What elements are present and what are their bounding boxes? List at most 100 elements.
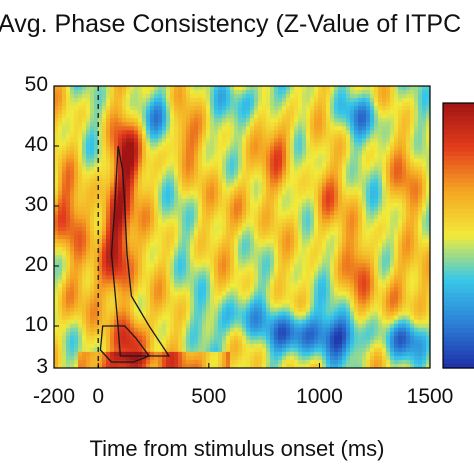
- heatmap-cell: [82, 227, 87, 232]
- heatmap-cell: [102, 146, 107, 152]
- heatmap-cell: [382, 287, 387, 293]
- heatmap-cell: [150, 235, 155, 240]
- heatmap-cell: [262, 178, 267, 184]
- heatmap-cell: [382, 110, 387, 115]
- heatmap-cell: [262, 267, 267, 272]
- heatmap-cell: [422, 255, 427, 260]
- heatmap-cell: [266, 259, 271, 264]
- heatmap-cell: [186, 279, 191, 284]
- heatmap-cell: [302, 158, 307, 164]
- heatmap-cell: [254, 218, 259, 224]
- heatmap-cell: [374, 271, 379, 276]
- heatmap-cell: [202, 243, 207, 248]
- heatmap-cell: [422, 210, 427, 216]
- heatmap-cell: [118, 206, 123, 212]
- heatmap-cell: [254, 263, 259, 268]
- heatmap-cell: [334, 247, 339, 252]
- heatmap-cell: [234, 295, 239, 301]
- heatmap-cell: [54, 295, 59, 301]
- heatmap-cell: [142, 295, 147, 301]
- heatmap-cell: [314, 287, 319, 293]
- heatmap-cell: [106, 235, 111, 240]
- heatmap-cell: [122, 122, 127, 127]
- heatmap-cell: [54, 194, 59, 200]
- heatmap-cell: [334, 206, 339, 212]
- heatmap-cell: [402, 267, 407, 272]
- heatmap-cell: [394, 190, 399, 196]
- heatmap-cell: [58, 231, 63, 236]
- heatmap-cell: [102, 259, 107, 264]
- heatmap-cell: [222, 130, 227, 135]
- heatmap-cell: [306, 218, 311, 224]
- heatmap-cell: [190, 174, 195, 180]
- heatmap-cell: [174, 118, 179, 123]
- heatmap-cell: [114, 222, 119, 228]
- heatmap-cell: [90, 178, 95, 184]
- heatmap-cell: [90, 243, 95, 248]
- heatmap-cell: [238, 243, 243, 248]
- heatmap-cell: [374, 138, 379, 143]
- heatmap-cell: [190, 243, 195, 248]
- heatmap-cell: [162, 130, 167, 135]
- heatmap-cell: [350, 150, 355, 156]
- heatmap-cell: [78, 142, 83, 148]
- heatmap-cell: [402, 275, 407, 280]
- heatmap-cell: [378, 170, 383, 176]
- heatmap-cell: [398, 190, 403, 196]
- heatmap-cell: [114, 90, 119, 95]
- heatmap-cell: [138, 86, 143, 91]
- heatmap-cell: [362, 154, 367, 160]
- heatmap-cell: [254, 98, 259, 103]
- heatmap-cell: [246, 134, 251, 139]
- heatmap-cell: [170, 218, 175, 224]
- heatmap-cell: [246, 138, 251, 143]
- heatmap-cell: [374, 114, 379, 119]
- heatmap-cell: [58, 198, 63, 204]
- heatmap-cell: [414, 106, 419, 111]
- heatmap-cell: [214, 126, 219, 131]
- heatmap-cell: [126, 279, 131, 284]
- heatmap-cell: [406, 243, 411, 248]
- heatmap-cell: [426, 271, 430, 276]
- heatmap-cell: [254, 130, 259, 135]
- heatmap-cell: [274, 186, 279, 192]
- heatmap-cell: [122, 259, 127, 264]
- heatmap-cell: [78, 287, 83, 293]
- heatmap-cell: [294, 259, 299, 264]
- heatmap-cell: [306, 287, 311, 293]
- heatmap-cell: [258, 239, 263, 244]
- heatmap-cell: [350, 214, 355, 220]
- heatmap-cell: [154, 114, 159, 119]
- heatmap-cell: [130, 170, 135, 176]
- heatmap-cell: [98, 194, 103, 200]
- heatmap-cell: [90, 90, 95, 95]
- heatmap-cell: [246, 182, 251, 188]
- heatmap-cell: [314, 214, 319, 220]
- heatmap-cell: [238, 247, 243, 252]
- heatmap-cell: [342, 94, 347, 99]
- heatmap-cell: [414, 295, 419, 301]
- heatmap-cell: [102, 106, 107, 111]
- heatmap-cell: [98, 198, 103, 204]
- heatmap-cell: [362, 166, 367, 172]
- heatmap-cell: [282, 134, 287, 139]
- heatmap-cell: [146, 259, 151, 264]
- heatmap-cell: [226, 90, 231, 95]
- heatmap-cell: [354, 214, 359, 220]
- heatmap-cell: [190, 178, 195, 184]
- heatmap-cell: [278, 275, 283, 280]
- heatmap-cell: [74, 154, 79, 160]
- heatmap-cell: [406, 130, 411, 135]
- heatmap-cell: [66, 138, 71, 143]
- heatmap-cell: [186, 295, 191, 301]
- heatmap-cell: [94, 251, 99, 256]
- heatmap-cell: [306, 239, 311, 244]
- heatmap-cell: [74, 263, 79, 268]
- heatmap-cell: [374, 102, 379, 107]
- heatmap-cell: [126, 178, 131, 184]
- heatmap-cell: [186, 150, 191, 156]
- heatmap-cell: [210, 251, 215, 256]
- heatmap-cell: [338, 279, 343, 284]
- heatmap-cell: [326, 263, 331, 268]
- heatmap-cell: [350, 295, 355, 301]
